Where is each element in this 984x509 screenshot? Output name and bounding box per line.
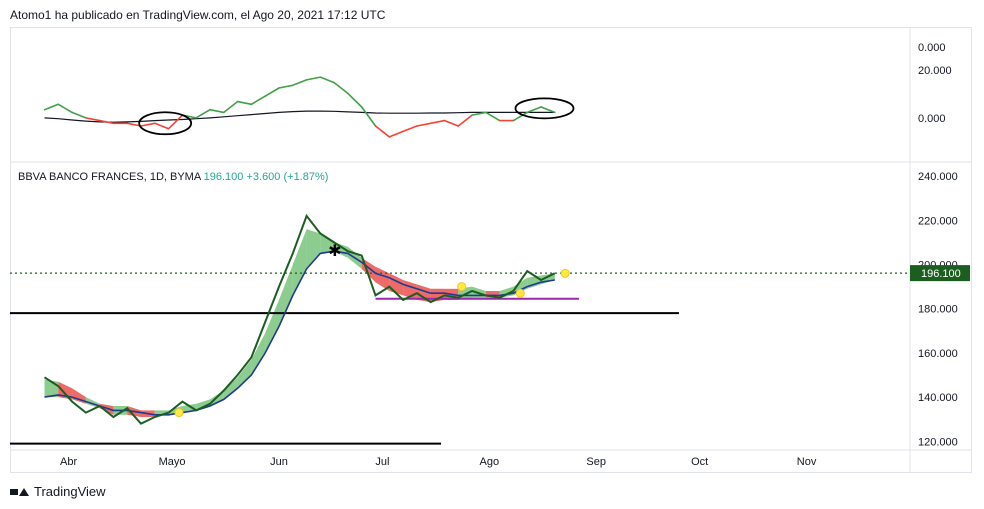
osc-segment	[333, 81, 349, 95]
cloud-segment	[237, 359, 252, 389]
osc-segment	[236, 100, 253, 106]
symbol-legend: BBVA BANCO FRANCES, 1D, BYMA 196.100 +3.…	[18, 171, 328, 183]
osc-segment	[540, 106, 556, 114]
osc-segment	[57, 103, 73, 114]
time-tick-label: Sep	[586, 456, 606, 468]
signal-marker	[515, 288, 525, 298]
osc-segment	[388, 130, 404, 138]
osc-segment	[140, 122, 156, 127]
footer[interactable]: TradingView	[10, 484, 106, 499]
osc-segment	[471, 111, 487, 116]
osc-segment	[360, 106, 377, 127]
osc-segment	[374, 125, 391, 138]
osc-segment	[43, 103, 60, 111]
osc-segment	[347, 92, 363, 108]
osc-segment	[98, 119, 115, 125]
price-tick-label: 120.000	[918, 436, 958, 448]
cloud-segment	[265, 299, 279, 353]
time-tick-label: Nov	[797, 456, 817, 468]
time-tick-label: Jul	[375, 456, 389, 468]
price-tick-label: 220.000	[918, 215, 958, 227]
signal-marker	[560, 268, 570, 278]
osc-tick-label: 0.000	[918, 42, 946, 54]
cloud-segment	[251, 333, 266, 375]
osc-segment	[167, 114, 184, 130]
osc-annotation-ellipse	[514, 97, 575, 120]
osc-segment	[71, 111, 87, 119]
time-tick-label: Ago	[480, 456, 500, 468]
osc-segment	[195, 108, 211, 119]
time-tick-label: Abr	[60, 456, 77, 468]
osc-segment	[485, 111, 501, 122]
osc-segment	[278, 84, 294, 89]
osc-segment	[305, 76, 322, 81]
price-tick-label: 160.000	[918, 348, 958, 360]
last-price-tag	[910, 265, 970, 282]
osc-segment	[457, 114, 473, 127]
legend-symbol: BBVA BANCO FRANCES, 1D, BYMA	[18, 171, 201, 183]
cloud-segment	[416, 284, 431, 303]
osc-tick-label: 0.000	[918, 113, 946, 125]
osc-segment	[264, 87, 280, 97]
osc-segment	[291, 79, 308, 87]
signal-marker	[174, 408, 184, 418]
cloud-segment	[334, 242, 348, 258]
osc-baseline-line	[44, 110, 555, 123]
cloud-segment	[292, 229, 307, 296]
cloud-segment	[306, 229, 321, 269]
osc-annotation-ellipse	[138, 111, 193, 136]
tradingview-logo-icon	[10, 487, 29, 497]
cross-marker: ✱	[328, 241, 341, 260]
price-tick-label: 240.000	[918, 171, 958, 183]
osc-segment	[85, 117, 101, 122]
time-tick-label: Oct	[691, 456, 708, 468]
osc-segment	[429, 119, 446, 125]
price-tick-label: 140.000	[918, 392, 958, 404]
legend-price: 196.100	[203, 171, 244, 183]
osc-segment	[402, 125, 418, 133]
last-price-tag-label: 196.100	[921, 268, 961, 280]
time-tick-label: Jun	[270, 456, 288, 468]
cloud-segment	[223, 377, 238, 400]
time-tick-label: Mayo	[159, 456, 186, 468]
osc-segment	[222, 100, 239, 114]
osc-tick-label: 20.000	[918, 65, 952, 77]
osc-segment	[416, 122, 432, 127]
osc-segment	[250, 95, 266, 106]
signal-marker	[457, 282, 467, 292]
osc-segment	[209, 108, 225, 114]
chart-frame	[10, 27, 972, 473]
osc-segment	[512, 111, 529, 122]
osc-segment	[443, 119, 460, 127]
price-tick-label: 180.000	[918, 304, 958, 316]
publish-header: Atomo1 ha publicado en TradingView.com, …	[10, 8, 386, 22]
cloud-segment	[279, 264, 293, 327]
osc-segment	[319, 76, 335, 84]
price-close-line	[43, 213, 556, 425]
osc-segment	[526, 106, 542, 114]
legend-change: +3.600 (+1.87%)	[246, 171, 329, 183]
osc-segment	[154, 122, 170, 130]
cloud-segment	[320, 233, 335, 254]
footer-brand: TradingView	[34, 484, 106, 499]
